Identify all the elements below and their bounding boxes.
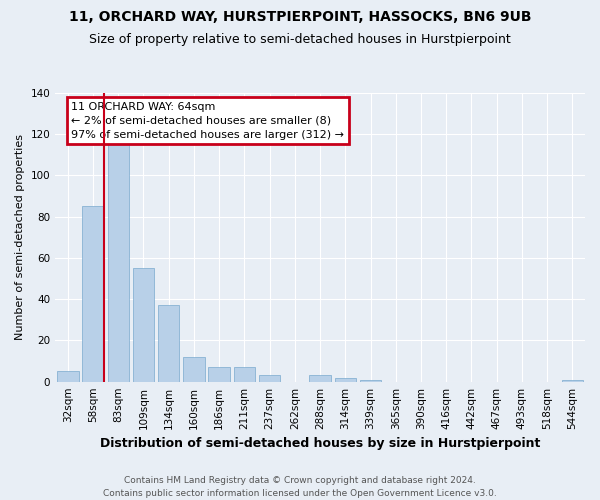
Y-axis label: Number of semi-detached properties: Number of semi-detached properties: [15, 134, 25, 340]
Text: 11 ORCHARD WAY: 64sqm
← 2% of semi-detached houses are smaller (8)
97% of semi-d: 11 ORCHARD WAY: 64sqm ← 2% of semi-detac…: [71, 102, 344, 140]
Bar: [158, 306, 179, 382]
Text: Contains HM Land Registry data © Crown copyright and database right 2024.
Contai: Contains HM Land Registry data © Crown c…: [103, 476, 497, 498]
Bar: [183, 357, 205, 382]
Bar: [208, 367, 230, 382]
X-axis label: Distribution of semi-detached houses by size in Hurstpierpoint: Distribution of semi-detached houses by …: [100, 437, 540, 450]
Bar: [133, 268, 154, 382]
Text: 11, ORCHARD WAY, HURSTPIERPOINT, HASSOCKS, BN6 9UB: 11, ORCHARD WAY, HURSTPIERPOINT, HASSOCK…: [69, 10, 531, 24]
Bar: [562, 380, 583, 382]
Bar: [310, 376, 331, 382]
Bar: [57, 372, 79, 382]
Bar: [233, 367, 255, 382]
Bar: [259, 376, 280, 382]
Bar: [335, 378, 356, 382]
Bar: [107, 138, 129, 382]
Text: Size of property relative to semi-detached houses in Hurstpierpoint: Size of property relative to semi-detach…: [89, 32, 511, 46]
Bar: [82, 206, 104, 382]
Bar: [360, 380, 381, 382]
